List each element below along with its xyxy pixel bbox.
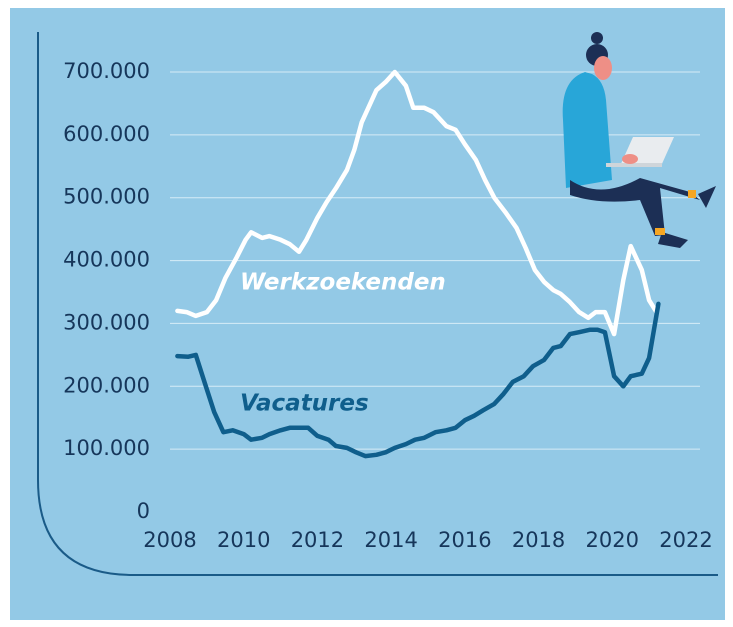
series-label: Werkzoekenden — [240, 270, 446, 296]
x-tick-label: 2014 — [364, 528, 417, 552]
series-label: Vacatures — [240, 391, 369, 417]
y-tick-label: 700.000 — [63, 59, 150, 83]
x-tick-label: 2020 — [586, 528, 639, 552]
x-tick-label: 2016 — [438, 528, 491, 552]
y-tick-label: 500.000 — [63, 185, 150, 209]
series-line — [175, 301, 661, 459]
plot: 0 100.000 200.000 300.000 400.000 500.000 600.… — [63, 59, 713, 552]
x-tick-label: 2008 — [143, 528, 196, 552]
illustration — [562, 32, 716, 248]
x-tick-label: 2018 — [512, 528, 565, 552]
frame — [37, 32, 718, 576]
series-line — [175, 69, 659, 337]
y-tick-label: 100.000 — [63, 436, 150, 460]
y-tick-label: 600.000 — [63, 122, 150, 146]
y-tick-label: 300.000 — [63, 310, 150, 334]
x-tick-label: 2022 — [659, 528, 712, 552]
y-tick-label: 200.000 — [63, 373, 150, 397]
x-tick-label: 2012 — [291, 528, 344, 552]
y-tick-label: 400.000 — [63, 248, 150, 272]
y-tick-label: 0 — [137, 499, 150, 523]
x-tick-label: 2010 — [217, 528, 270, 552]
